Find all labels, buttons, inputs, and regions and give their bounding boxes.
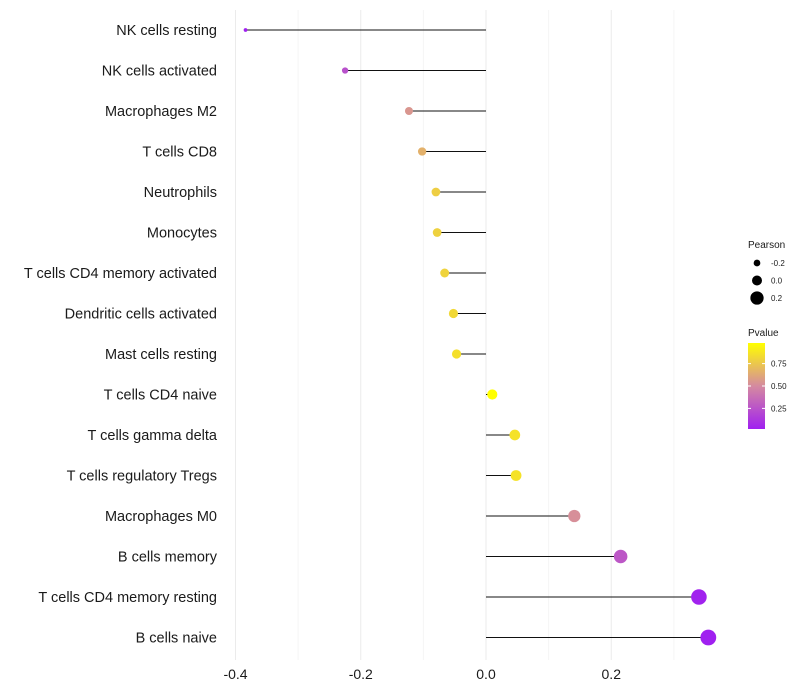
lollipop-dot <box>243 28 248 32</box>
lollipop-dot <box>341 67 349 74</box>
category-label: Dendritic cells activated <box>65 307 217 323</box>
category-label: Macrophages M0 <box>105 509 217 525</box>
grid-lines <box>235 10 675 660</box>
lollipop-dot <box>448 308 459 319</box>
size-legend-label: -0.2 <box>771 259 785 268</box>
size-legend-key <box>753 259 761 267</box>
lollipop-dot <box>440 268 450 278</box>
x-tick-label: 0.2 <box>602 666 622 682</box>
lollipop-dot <box>691 589 707 605</box>
x-axis-ticks: -0.4 -0.2 0.0 0.2 <box>223 666 621 682</box>
color-legend-bar <box>748 343 765 429</box>
color-legend-title: Pvalue <box>748 328 779 339</box>
category-label: T cells CD4 memory resting <box>38 590 217 606</box>
color-legend-label: 0.50 <box>771 382 787 391</box>
x-tick-label: -0.2 <box>349 666 373 682</box>
lollipop-dot <box>404 107 413 115</box>
lollipop-dot <box>487 389 498 400</box>
x-tick-label: -0.4 <box>223 666 247 682</box>
lollipop-dot <box>568 509 581 523</box>
lollipop-stems <box>245 29 709 638</box>
category-label: T cells gamma delta <box>88 428 218 444</box>
color-legend-label: 0.25 <box>771 404 787 413</box>
lollipop-dot <box>431 187 441 197</box>
category-label: Neutrophils <box>144 185 217 201</box>
category-label: Mast cells resting <box>105 347 217 363</box>
lollipop-dot <box>509 429 521 441</box>
lollipop-dot <box>432 228 442 237</box>
lollipop-dots <box>243 28 717 646</box>
category-label: Macrophages M2 <box>105 104 217 120</box>
category-label: B cells memory <box>118 550 218 566</box>
category-label: T cells CD4 memory activated <box>24 266 217 282</box>
category-label: Monocytes <box>147 226 217 242</box>
size-legend-label: 0.0 <box>771 277 783 286</box>
lollipop-dot <box>700 629 717 646</box>
size-legend-label: 0.2 <box>771 294 783 303</box>
x-tick-label: 0.0 <box>476 666 496 682</box>
color-legend-label: 0.75 <box>771 360 787 369</box>
size-legend-key <box>750 291 764 305</box>
legend: Pearson -0.2 0.0 0.2 Pvalue 0.75 0.50 0.25 <box>748 240 787 429</box>
category-label: NK cells activated <box>102 64 217 80</box>
category-label: T cells CD4 naive <box>104 388 217 404</box>
size-legend-key <box>752 275 762 286</box>
lollipop-dot <box>510 470 522 481</box>
category-label: NK cells resting <box>116 23 217 39</box>
category-label: B cells naive <box>136 631 217 647</box>
size-legend-title: Pearson <box>748 240 785 251</box>
lollipop-dot <box>417 147 427 156</box>
category-label: T cells regulatory Tregs <box>67 469 217 485</box>
category-labels: NK cells resting NK cells activated Macrop… <box>24 23 218 647</box>
lollipop-dot <box>613 549 628 564</box>
lollipop-dot <box>451 349 462 359</box>
category-label: T cells CD8 <box>142 145 217 161</box>
